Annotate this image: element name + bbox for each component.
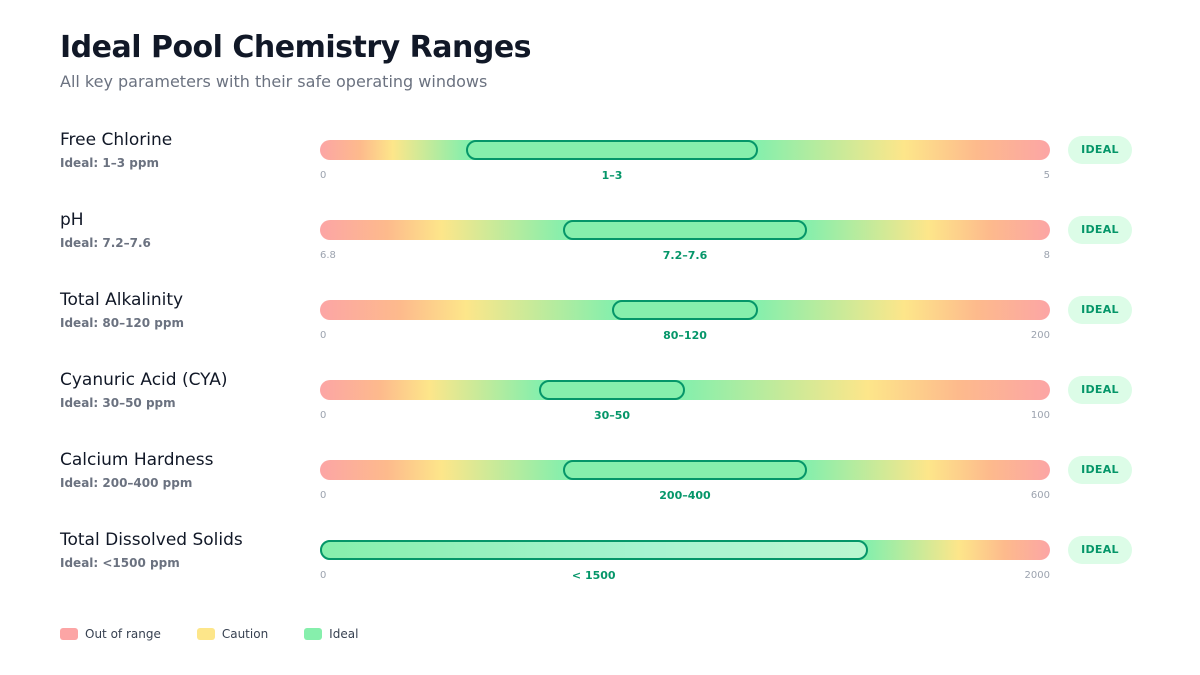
axis-min-label: 0: [320, 490, 327, 501]
page-subtitle: All key parameters with their safe opera…: [60, 72, 488, 91]
axis-max-label: 2000: [1024, 570, 1050, 581]
legend-label: Caution: [221, 627, 269, 641]
axis-max-label: 600: [1030, 490, 1050, 501]
page-title: Ideal Pool Chemistry Ranges: [60, 30, 532, 65]
legend: Out of range Caution Ideal: [60, 627, 394, 641]
gauge-row: Cyanuric Acid (CYA) Ideal: 30–50 ppm 0 100 3…: [0, 370, 1200, 440]
legend-label: Out of range: [85, 627, 161, 641]
gauge-row: Free Chlorine Ideal: 1–3 ppm 0 5 1–3 IDEAL: [0, 130, 1200, 200]
ideal-range-marker: [563, 460, 807, 480]
axis-min-label: 6.8: [320, 250, 336, 261]
gauge-row: Total Dissolved Solids Ideal: <1500 ppm 0 2…: [0, 530, 1200, 600]
legend-item: Caution: [196, 627, 269, 641]
status-badge: IDEAL: [1068, 136, 1132, 164]
legend-swatch: [60, 628, 78, 640]
status-badge: IDEAL: [1068, 456, 1132, 484]
ideal-range-label: 200–400: [659, 489, 711, 502]
legend-swatch: [304, 628, 323, 640]
parameter-ideal-text: Ideal: 200–400 ppm: [60, 476, 193, 490]
legend-item: Out of range: [60, 627, 161, 641]
status-badge: IDEAL: [1068, 376, 1132, 404]
parameter-name: Calcium Hardness: [60, 450, 214, 470]
axis-max-label: 5: [1043, 170, 1050, 181]
parameter-name: Total Alkalinity: [60, 290, 184, 310]
ideal-range-label: 1–3: [601, 169, 623, 182]
parameter-name: pH: [60, 210, 84, 230]
parameter-name: Cyanuric Acid (CYA): [60, 370, 228, 390]
ideal-range-label: < 1500: [571, 569, 616, 582]
axis-max-label: 200: [1030, 330, 1050, 341]
status-badge: IDEAL: [1068, 216, 1132, 244]
legend-label: Ideal: [329, 627, 359, 641]
ideal-range-marker: [539, 380, 685, 400]
parameter-ideal-text: Ideal: 30–50 ppm: [60, 396, 176, 410]
legend-item: Ideal: [304, 627, 358, 641]
ideal-range-label: 7.2–7.6: [662, 249, 708, 262]
ideal-range-marker: [612, 300, 758, 320]
ideal-range-label: 30–50: [593, 409, 631, 422]
axis-min-label: 0: [320, 410, 327, 421]
parameter-ideal-text: Ideal: 80–120 ppm: [60, 316, 184, 330]
parameter-name: Free Chlorine: [60, 130, 173, 150]
parameter-ideal-text: Ideal: <1500 ppm: [60, 556, 180, 570]
parameter-name: Total Dissolved Solids: [60, 530, 243, 550]
axis-min-label: 0: [320, 170, 327, 181]
ideal-range-marker: [320, 540, 868, 560]
parameter-ideal-text: Ideal: 1–3 ppm: [60, 156, 159, 170]
axis-max-label: 100: [1030, 410, 1050, 421]
ideal-range-marker: [563, 220, 807, 240]
legend-swatch: [196, 628, 215, 640]
ideal-range-label: 80–120: [663, 329, 707, 342]
gauge-track: [320, 380, 1050, 400]
gauge-row: pH Ideal: 7.2–7.6 6.8 8 7.2–7.6 IDEAL: [0, 210, 1200, 280]
axis-min-label: 0: [320, 330, 327, 341]
axis-min-label: 0: [320, 570, 327, 581]
axis-max-label: 8: [1043, 250, 1050, 261]
gauge-row: Calcium Hardness Ideal: 200–400 ppm 0 600 20…: [0, 450, 1200, 520]
ideal-range-marker: [466, 140, 758, 160]
status-badge: IDEAL: [1068, 296, 1132, 324]
gauge-row: Total Alkalinity Ideal: 80–120 ppm 0 200 80–…: [0, 290, 1200, 360]
status-badge: IDEAL: [1068, 536, 1132, 564]
parameter-ideal-text: Ideal: 7.2–7.6: [60, 236, 151, 250]
